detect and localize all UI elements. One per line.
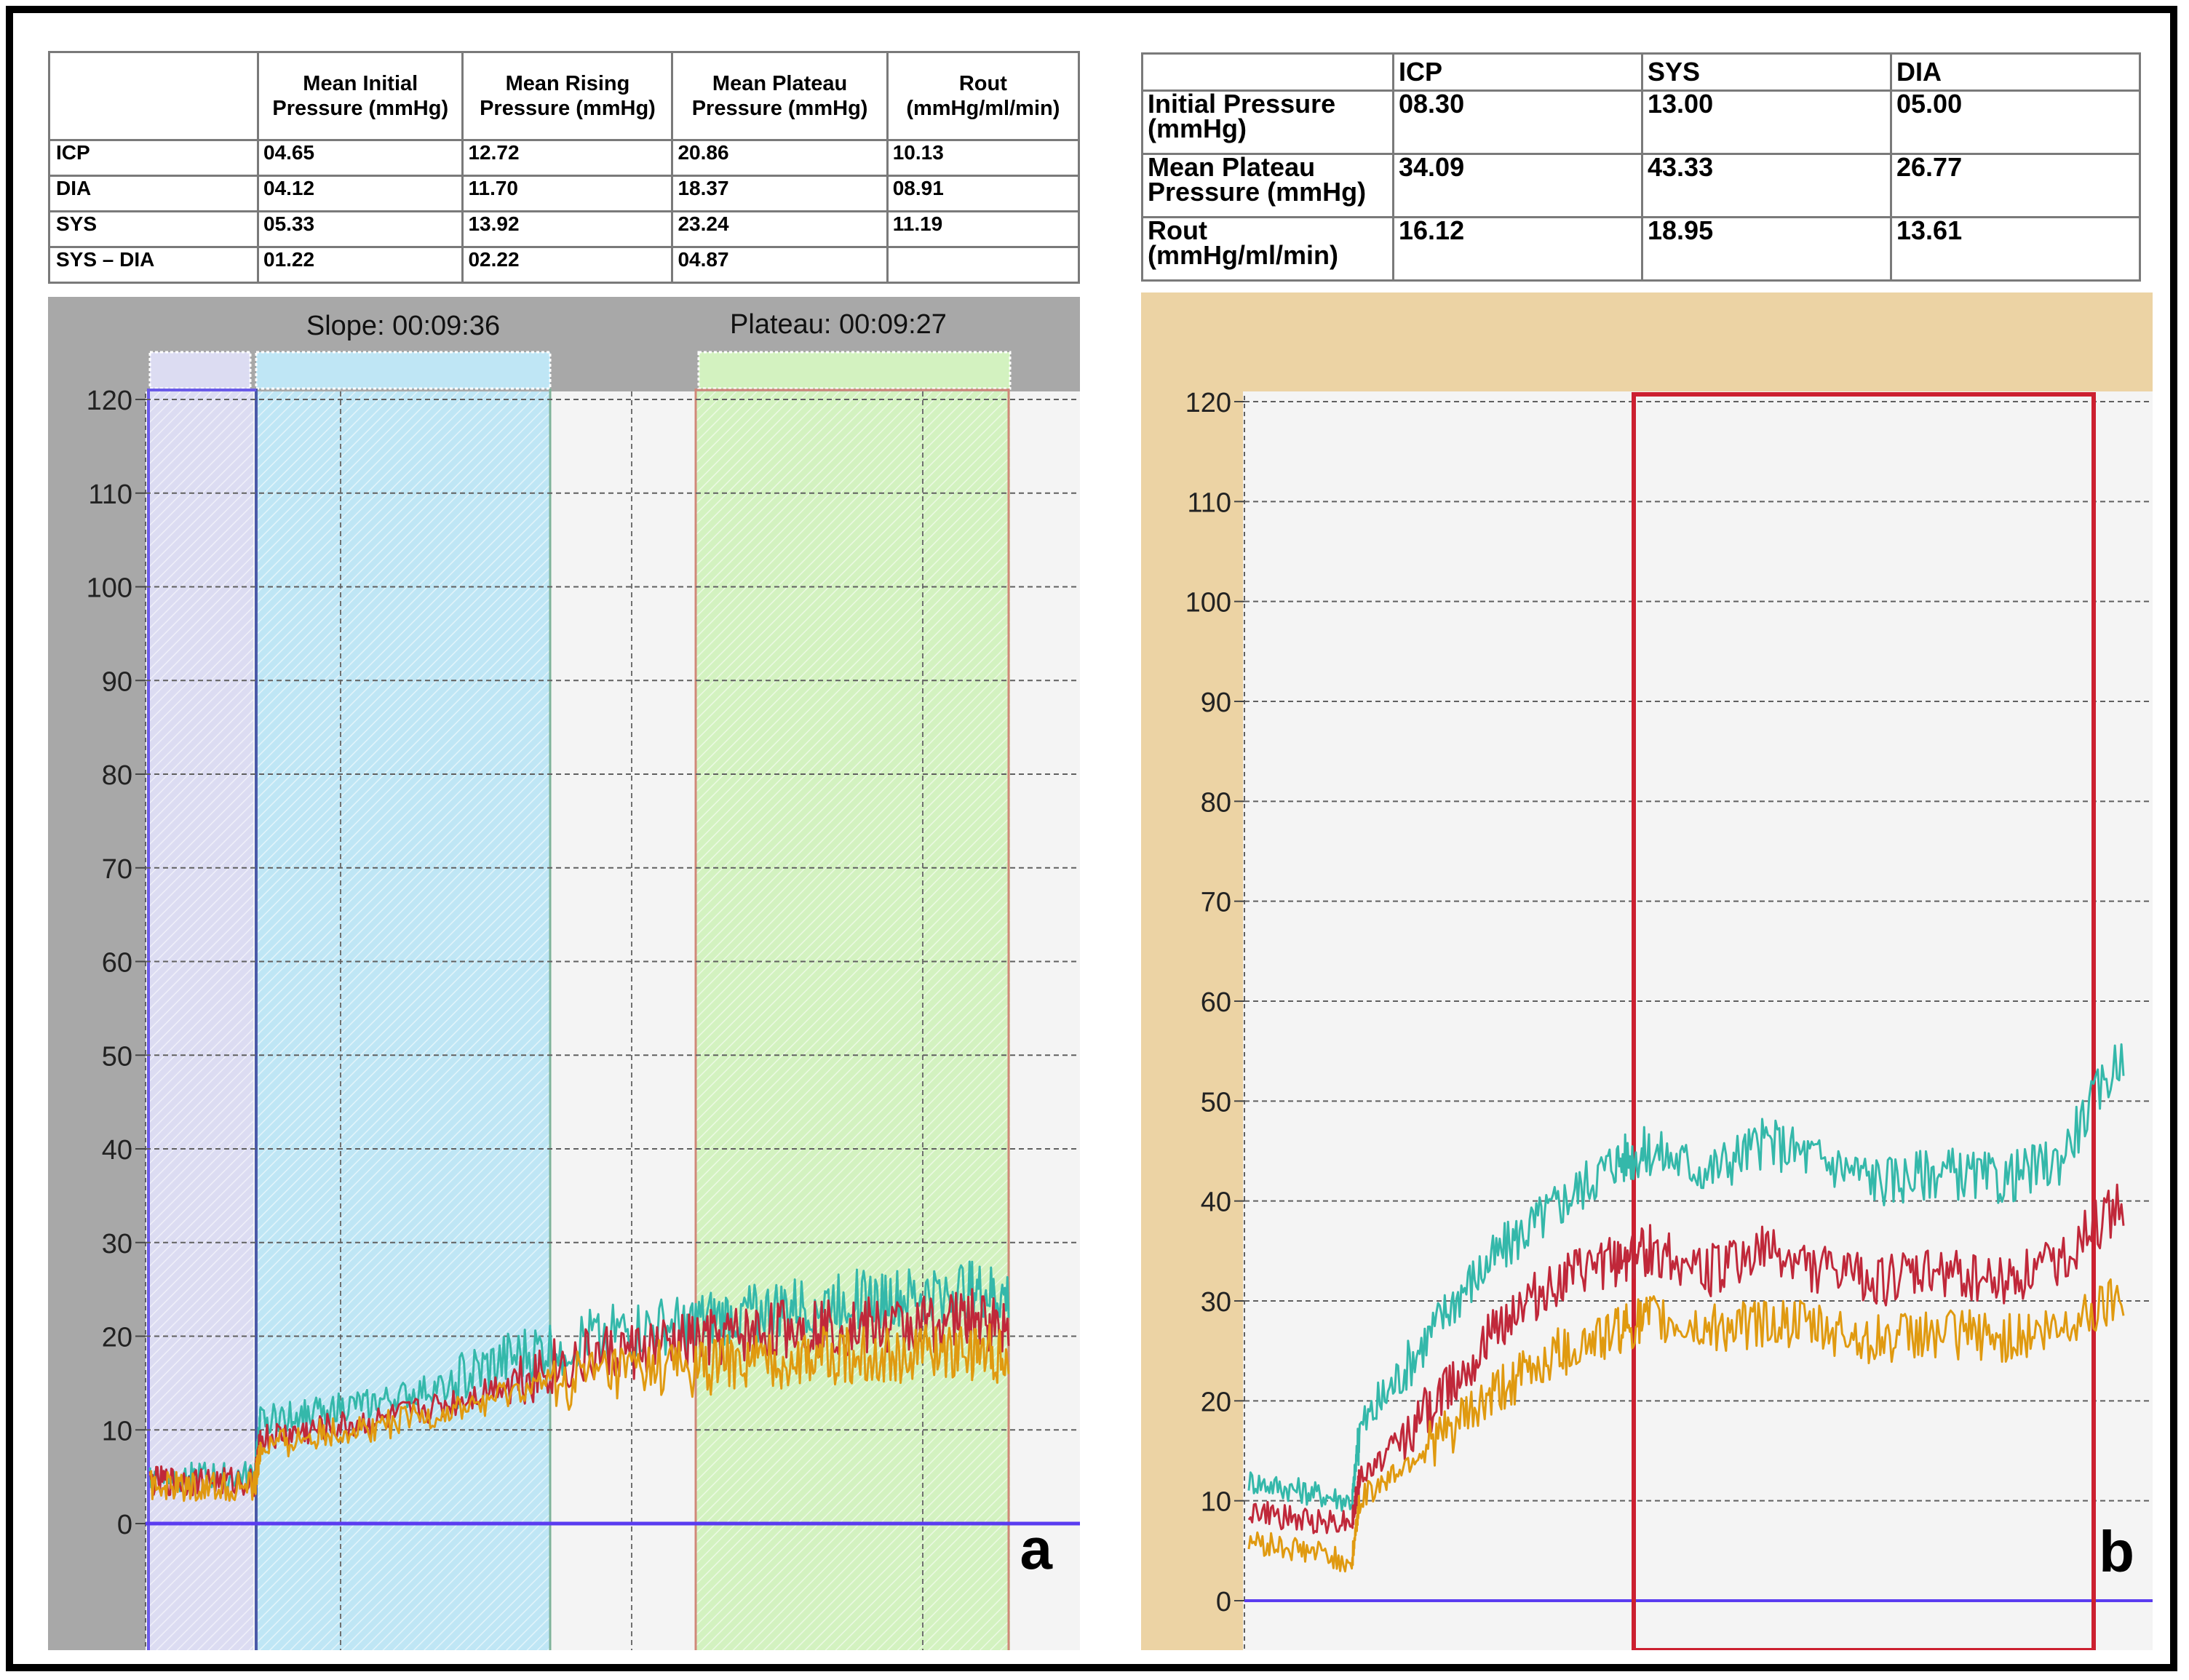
- table-cell: 12.72: [461, 139, 674, 177]
- y-tick-label: 10: [102, 1416, 132, 1446]
- table-cell: 05.00: [1890, 89, 2141, 155]
- y-tick-label: 50: [102, 1041, 132, 1072]
- table-cell: 11.19: [886, 210, 1081, 248]
- y-tick-label: 20: [1201, 1387, 1231, 1417]
- results-table-b: ICP SYS DIA Initial Pressure (mmHg) 08.3…: [1141, 52, 2141, 282]
- table-cell: 26.77: [1890, 153, 2141, 218]
- table-row: Initial Pressure (mmHg) 08.30 13.00 05.0…: [1141, 89, 2141, 155]
- table-cell: 08.91: [886, 175, 1081, 212]
- series-line-dia: [148, 1323, 1010, 1502]
- row-label: DIA: [48, 175, 259, 212]
- table-a-header-cell: [48, 51, 259, 141]
- table-cell: 13.92: [461, 210, 674, 248]
- table-a-header-cell: Rout (mmHg/ml/min): [886, 51, 1081, 141]
- row-label: Rout (mmHg/ml/min): [1141, 216, 1394, 282]
- y-tick-label: 110: [1187, 487, 1231, 518]
- y-tick-label: 100: [1185, 588, 1231, 618]
- initial-band-header: [148, 351, 252, 390]
- y-tick-label: 100: [87, 573, 132, 604]
- y-tick-label: 120: [1185, 388, 1231, 418]
- band-label-slope: Slope: 00:09:36: [306, 311, 500, 341]
- table-cell: 11.70: [461, 175, 674, 212]
- row-label: Mean Plateau Pressure (mmHg): [1141, 153, 1394, 218]
- table-cell: 05.33: [256, 210, 464, 248]
- table-cell: 23.24: [671, 210, 889, 248]
- band-label-plateau: Plateau: 00:09:27: [730, 309, 947, 340]
- y-tick-label: 70: [102, 854, 132, 885]
- table-cell: 16.12: [1392, 216, 1643, 282]
- panel-label-a: a: [1020, 1516, 1053, 1581]
- chart-panel-a: 0 10 20 30 40 50 60 70 80 90 100 110 120 Slope: 00:0…: [48, 297, 1080, 1650]
- chart-panel-b: 0 10 20 30 40 50 60 70 80 90 100 110 120 b: [1141, 292, 2153, 1650]
- y-tick-label: 30: [1201, 1287, 1231, 1318]
- y-tick-label: 20: [102, 1323, 132, 1353]
- table-row: ICP 04.65 12.72 20.86 10.13: [48, 139, 1081, 177]
- table-row: SYS 05.33 13.92 23.24 11.19: [48, 210, 1081, 248]
- table-a-header-cell: Mean Initial Pressure (mmHg): [256, 51, 464, 141]
- series-line-dia: [1247, 1278, 2125, 1573]
- table-cell: 13.61: [1890, 216, 2141, 282]
- slope-band-header: [255, 351, 552, 390]
- table-cell: 04.12: [256, 175, 464, 212]
- slope-band-hatch: [256, 391, 550, 1650]
- table-cell: 20.86: [671, 139, 889, 177]
- table-cell: 10.13: [886, 139, 1081, 177]
- table-cell: 04.87: [671, 246, 889, 284]
- table-a-header-cell: Mean Rising Pressure (mmHg): [461, 51, 674, 141]
- series-line-sys: [1247, 1043, 2125, 1512]
- y-tick-label: 70: [1201, 888, 1231, 918]
- y-tick-label: 110: [88, 479, 132, 510]
- row-label: ICP: [48, 139, 259, 177]
- table-cell: 18.37: [671, 175, 889, 212]
- table-row: Rout (mmHg/ml/min) 16.12 18.95 13.61: [1141, 216, 2141, 282]
- table-b-header-cell: DIA: [1890, 52, 2141, 92]
- table-cell: 18.95: [1641, 216, 1892, 282]
- y-tick-label: 0: [117, 1510, 132, 1540]
- table-row: SYS – DIA 01.22 02.22 04.87: [48, 246, 1081, 284]
- table-a-header-cell: Mean Plateau Pressure (mmHg): [671, 51, 889, 141]
- y-tick-label: 40: [102, 1135, 132, 1166]
- row-label: Initial Pressure (mmHg): [1141, 89, 1394, 155]
- series-line-sys: [148, 1260, 1010, 1493]
- table-b-header-row: ICP SYS DIA: [1141, 52, 2141, 92]
- table-cell: 34.09: [1392, 153, 1643, 218]
- panel-label-b: b: [2099, 1519, 2134, 1584]
- row-label: SYS: [48, 210, 259, 248]
- results-table-a: Mean Initial Pressure (mmHg) Mean Rising…: [48, 51, 1081, 284]
- y-tick-label: 30: [102, 1229, 132, 1259]
- y-tick-label: 40: [1201, 1187, 1231, 1218]
- table-cell: 01.22: [256, 246, 464, 284]
- table-b-header-cell: SYS: [1641, 52, 1892, 92]
- y-tick-label: 10: [1201, 1487, 1231, 1518]
- y-tick-label: 0: [1216, 1587, 1231, 1617]
- y-tick-label: 60: [1201, 987, 1231, 1018]
- table-b-header-cell: [1141, 52, 1394, 92]
- y-tick-label: 90: [102, 666, 132, 697]
- initial-band-hatch: [147, 391, 253, 1650]
- table-row: DIA 04.12 11.70 18.37 08.91: [48, 175, 1081, 212]
- row-label: SYS – DIA: [48, 246, 259, 284]
- table-a-header-row: Mean Initial Pressure (mmHg) Mean Rising…: [48, 51, 1081, 141]
- plateau-band-header: [697, 351, 1012, 390]
- y-tick-label: 120: [87, 386, 132, 416]
- table-cell: 43.33: [1641, 153, 1892, 218]
- table-cell: 02.22: [461, 246, 674, 284]
- y-tick-label: 90: [1201, 688, 1231, 718]
- table-cell: 13.00: [1641, 89, 1892, 155]
- panel-b-plot-area: [1243, 391, 2153, 1650]
- table-row: Mean Plateau Pressure (mmHg) 34.09 43.33…: [1141, 153, 2141, 218]
- table-cell: 08.30: [1392, 89, 1643, 155]
- y-tick-label: 50: [1201, 1087, 1231, 1118]
- table-b-header-cell: ICP: [1392, 52, 1643, 92]
- y-tick-label: 60: [102, 948, 132, 979]
- table-cell: [886, 246, 1081, 284]
- y-tick-label: 80: [1201, 787, 1231, 818]
- y-tick-label: 80: [102, 760, 132, 791]
- plateau-band-hatch: [696, 391, 1010, 1650]
- plateau-window-box: [1632, 392, 2096, 1650]
- series-line-icp: [1247, 1183, 2125, 1534]
- table-cell: 04.65: [256, 139, 464, 177]
